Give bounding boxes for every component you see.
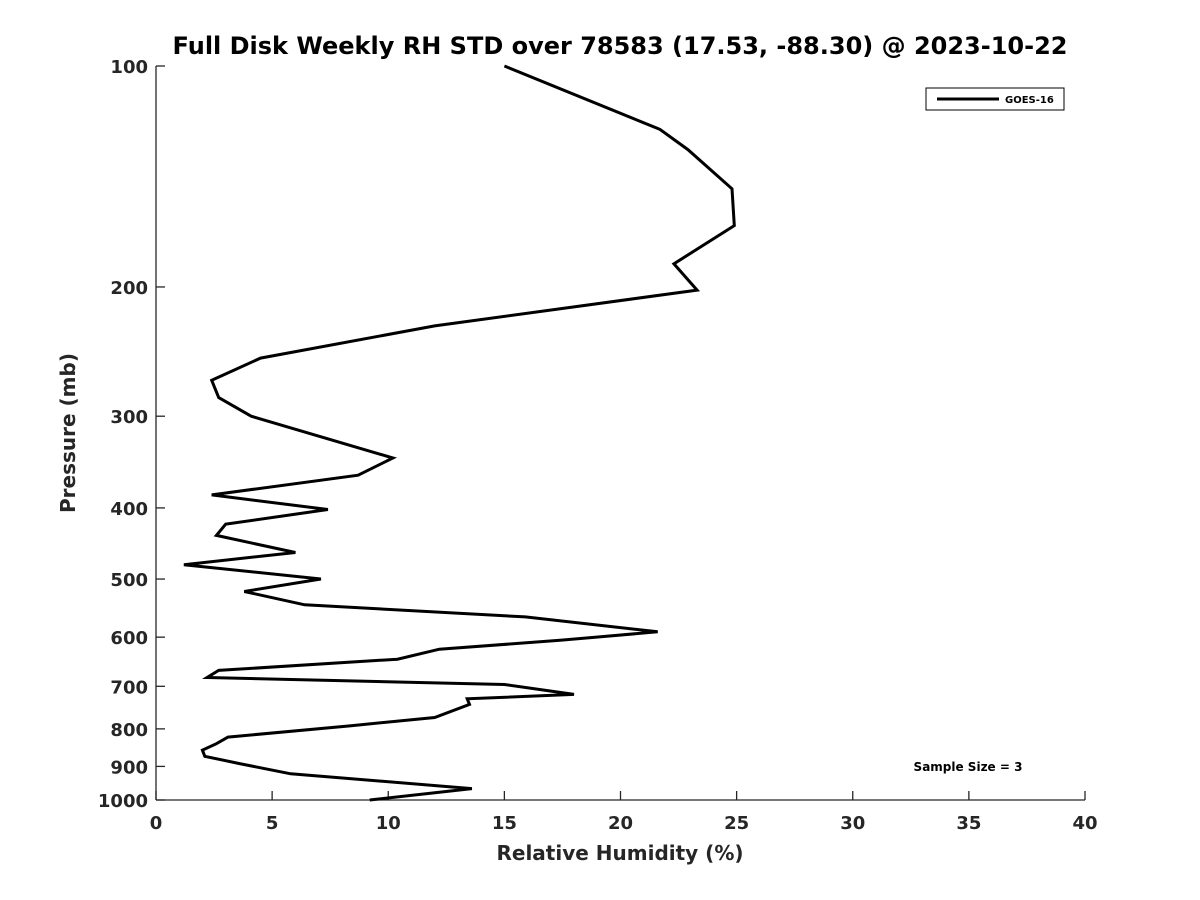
y-tick-label: 600	[110, 628, 148, 649]
legend: GOES-16	[925, 87, 1065, 111]
y-tick-label: 900	[110, 757, 148, 778]
y-tick-label: 800	[110, 720, 148, 741]
chart-title: Full Disk Weekly RH STD over 78583 (17.5…	[173, 32, 1068, 60]
y-tick-label: 300	[110, 407, 148, 428]
sample-size-annotation: Sample Size = 3	[914, 760, 1023, 774]
x-tick-label: 30	[840, 813, 865, 834]
y-tick-label: 1000	[98, 791, 148, 812]
x-tick-label: 15	[492, 813, 517, 834]
x-tick-label: 40	[1072, 813, 1097, 834]
y-tick-label: 100	[110, 57, 148, 78]
x-tick-label: 35	[956, 813, 981, 834]
x-tick-label: 5	[266, 813, 279, 834]
y-tick-label: 200	[110, 278, 148, 299]
plot-area	[155, 66, 1085, 801]
y-tick-label: 400	[110, 499, 148, 520]
x-tick-label: 10	[376, 813, 401, 834]
x-tick-label: 20	[608, 813, 633, 834]
x-axis-ticks: 0 5 10 15 20 25 30 35 40	[150, 791, 1098, 834]
y-tick-label: 500	[110, 570, 148, 591]
x-tick-label: 0	[150, 813, 163, 834]
legend-label-goes16: GOES-16	[1005, 95, 1054, 106]
x-tick-label: 25	[724, 813, 749, 834]
series-line-goes16	[183, 64, 736, 802]
series-layer	[183, 64, 736, 802]
y-axis-ticks: 100 200 300 400 500 600 700 800 900 1000	[98, 57, 165, 812]
y-axis-label: Pressure (mb)	[56, 353, 80, 513]
x-axis-label: Relative Humidity (%)	[496, 841, 743, 865]
y-tick-label: 700	[110, 677, 148, 698]
